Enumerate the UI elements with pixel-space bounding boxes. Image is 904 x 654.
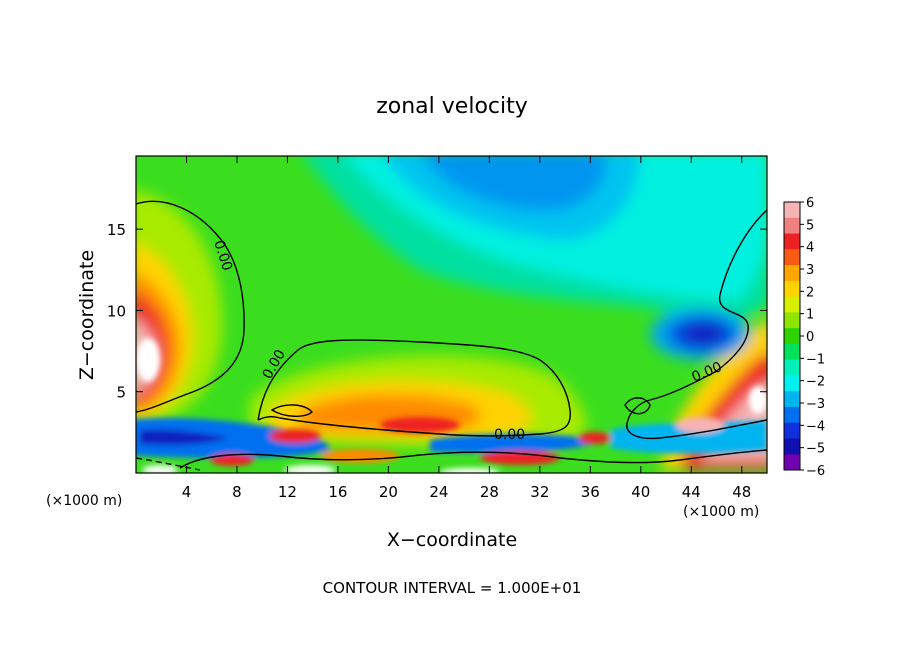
x-tick-label: 28 [480, 483, 499, 501]
x-tick-label: 4 [182, 483, 192, 501]
colorbar-swatch [784, 312, 800, 329]
colorbar-tick-label: 3 [806, 263, 814, 278]
colorbar-swatch [784, 422, 800, 439]
surface-westerly-blob-5 [320, 449, 400, 463]
colorbar-tick-label: −2 [806, 375, 825, 390]
x-tick-label: 24 [429, 483, 448, 501]
x-unit-label: (×1000 m) [46, 493, 122, 509]
surface-easterly-west-core [140, 429, 230, 446]
surface-westerly-blob-3 [579, 432, 611, 444]
x-tick-label: 40 [631, 483, 650, 501]
zero-contour-lowlevel [257, 339, 572, 437]
colorbar-swatch [784, 328, 800, 345]
colorbar-swatch [784, 217, 800, 235]
colorbar-tick-label: 0 [806, 330, 814, 345]
x-tick-label: 44 [682, 483, 701, 501]
colorbar-tick-label: −1 [806, 352, 825, 367]
zero-contour-east [626, 209, 767, 440]
colorbar-swatch [784, 359, 800, 376]
surface-westerly-blob-4 [210, 454, 254, 466]
zero-contours [136, 200, 767, 471]
surface-westerly-blob-6 [480, 451, 560, 465]
zero-contour-dashed [136, 457, 201, 471]
surface-westerly-blob-1 [269, 429, 321, 443]
colorbar-tick-label: 5 [806, 218, 814, 233]
velocity-field: 0.00 0.00 0.00 0.00 [136, 156, 767, 473]
zero-contour-small-1 [270, 404, 313, 417]
colorbar-swatch [784, 438, 800, 455]
contour-interval-note: CONTOUR INTERVAL = 1.000E+01 [323, 579, 582, 597]
x-tick-label: 32 [530, 483, 549, 501]
x-tick-label: 8 [232, 483, 242, 501]
colorbar-swatch [784, 391, 800, 408]
colorbar-tick-label: −3 [806, 397, 825, 412]
colorbar-swatch [784, 265, 800, 282]
surface-westerly-blob-2 [380, 417, 460, 433]
surface-westerly-blob-7 [676, 417, 724, 433]
y-axis: 5 10 15 [107, 221, 767, 402]
colorbar-tick-label: 6 [806, 196, 814, 211]
surface-easterly-mid [430, 434, 600, 454]
colorbar-swatch [784, 296, 800, 313]
x-tick-label: 48 [732, 483, 751, 501]
x-tick-label: 20 [379, 483, 398, 501]
vortex-core [683, 323, 723, 345]
overrange-spot-surface-1 [284, 465, 336, 473]
x-tick-label: 12 [278, 483, 297, 501]
y-axis-label: Z−coordinate [76, 250, 98, 380]
chart-title: zonal velocity [376, 94, 528, 119]
surface-easterly-east [610, 420, 767, 454]
zero-contour-surface [179, 449, 767, 469]
colorbar-tick-label: 1 [806, 308, 814, 323]
contour-label-surface: 0.00 [494, 427, 525, 443]
colorbar: 6 5 4 3 2 1 0 −1 −2 −3 −4 −5 −6 [783, 196, 825, 479]
x-axis-label: X−coordinate [387, 529, 517, 551]
plot-frame [135, 155, 768, 474]
surface-easterly-west [136, 417, 330, 459]
colorbar-swatch [784, 375, 800, 392]
overrange-spot-east [749, 386, 767, 414]
colorbar-tick-label: −6 [806, 464, 825, 479]
colorbar-tick-label: −5 [806, 442, 825, 457]
colorbar-swatch [784, 454, 800, 471]
y-tick-label: 15 [107, 221, 126, 239]
x-axis: 4 8 12 16 20 24 28 32 36 40 44 48 [182, 156, 751, 501]
colorbar-swatch [784, 233, 800, 250]
colorbar-swatch [784, 280, 800, 298]
colorbar-tick-label: 2 [806, 285, 814, 300]
z-unit-label: (×1000 m) [683, 504, 759, 520]
y-tick-label: 10 [107, 302, 126, 320]
colorbar-tick-label: −4 [806, 419, 825, 434]
overrange-spot-surface-3 [142, 465, 178, 473]
x-tick-label: 16 [328, 483, 347, 501]
y-tick-label: 5 [116, 384, 126, 402]
colorbar-tick-label: 4 [806, 241, 814, 256]
zero-contour-west [136, 200, 245, 413]
x-tick-label: 36 [581, 483, 600, 501]
colorbar-swatch [784, 406, 800, 424]
overrange-spot-west [136, 338, 160, 382]
colorbar-swatch [784, 202, 800, 219]
overrange-spot-surface-2 [440, 468, 500, 473]
zero-contour-small-2 [624, 397, 651, 415]
colorbar-swatch [784, 249, 800, 266]
colorbar-swatch [784, 343, 800, 361]
easterly-core [423, 156, 607, 211]
